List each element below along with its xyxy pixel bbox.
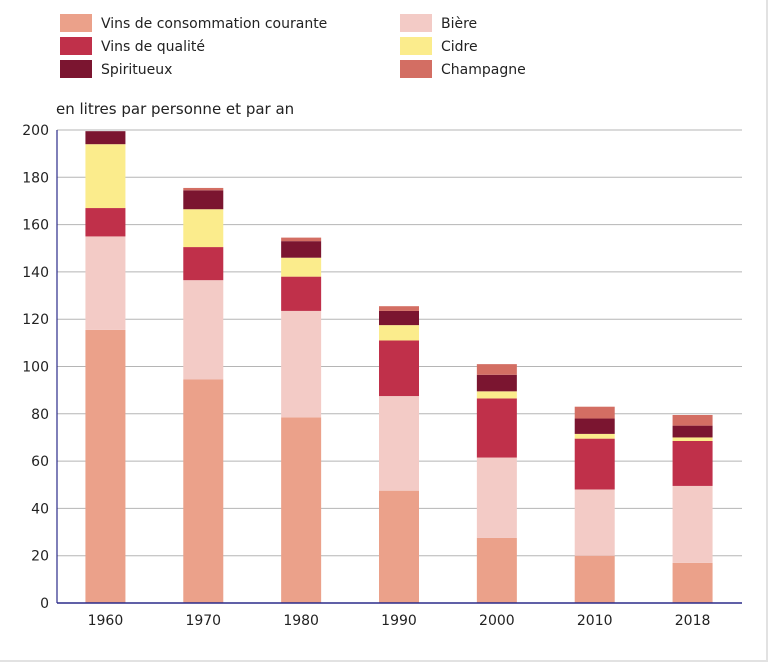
bar-1980-spiritueux — [281, 241, 322, 258]
bar-1970-vins-de-qualite — [183, 247, 224, 281]
bar-1990-vins-de-qualite — [379, 340, 419, 397]
bar-1990-vins-de-consommation-courante — [379, 490, 419, 603]
x-tick-label-2010: 2010 — [577, 613, 613, 629]
legend-swatch-spiritueux — [60, 60, 92, 78]
x-tick-label-2018: 2018 — [675, 613, 711, 629]
bar-1970-cidre — [183, 209, 224, 248]
bar-1970-biere — [183, 280, 224, 380]
bar-stack-2010 — [574, 406, 615, 603]
bar-1970-champagne — [183, 187, 224, 191]
bar-1990-spiritueux — [379, 310, 419, 326]
legend: Vins de consommation courante Vins de qua… — [60, 14, 526, 78]
bar-1960-cidre — [85, 144, 126, 209]
x-tick-label-1970: 1970 — [185, 613, 221, 629]
bar-2010-spiritueux — [574, 418, 615, 434]
legend-swatch-biere — [400, 14, 432, 32]
bar-2000-vins-de-consommation-courante — [476, 537, 517, 603]
bar-2018-cidre — [672, 437, 713, 441]
legend-item-champagne: Champagne — [400, 60, 526, 78]
bar-1980-biere — [281, 310, 322, 418]
bar-2000-biere — [476, 457, 517, 538]
y-tick-label-120: 120 — [22, 312, 49, 328]
y-tick-label-20: 20 — [31, 549, 49, 565]
bar-1970-vins-de-consommation-courante — [183, 379, 224, 603]
bar-2000-spiritueux — [476, 374, 517, 392]
legend-swatch-cidre — [400, 37, 432, 55]
bar-2010-biere — [574, 489, 615, 556]
x-tick-label-2000: 2000 — [479, 613, 515, 629]
y-tick-label-40: 40 — [31, 501, 49, 517]
bar-2000-champagne — [476, 364, 517, 375]
bar-1990-champagne — [379, 306, 419, 311]
bar-2018-spiritueux — [672, 425, 713, 438]
legend-swatch-vins-de-consommation-courante — [60, 14, 92, 32]
legend-label-spiritueux: Spiritueux — [101, 62, 172, 78]
bar-1960-spiritueux — [85, 131, 126, 145]
bar-2018-champagne — [672, 414, 713, 426]
legend-swatch-champagne — [400, 60, 432, 78]
y-tick-label-200: 200 — [22, 123, 49, 139]
y-tick-label-0: 0 — [40, 596, 49, 612]
bar-2010-champagne — [574, 406, 615, 419]
bar-1980-champagne — [281, 237, 322, 242]
bar-stack-1980 — [281, 237, 322, 603]
x-tick-label-1960: 1960 — [88, 613, 124, 629]
legend-label-vins-de-qualite: Vins de qualité — [101, 39, 205, 55]
bar-2018-vins-de-qualite — [672, 440, 713, 486]
bar-1960-biere — [85, 236, 126, 330]
x-tick-label-1980: 1980 — [283, 613, 319, 629]
bar-1980-vins-de-qualite — [281, 276, 322, 311]
bar-stack-1970 — [183, 187, 224, 603]
legend-item-spiritueux: Spiritueux — [60, 60, 172, 78]
bar-2000-cidre — [476, 391, 517, 399]
bar-2018-biere — [672, 485, 713, 563]
y-tick-label-180: 180 — [22, 170, 49, 186]
bar-1990-biere — [379, 396, 419, 491]
bar-stack-2000 — [476, 364, 517, 603]
y-tick-label-100: 100 — [22, 360, 49, 376]
bar-1960-vins-de-consommation-courante — [85, 329, 126, 603]
legend-label-cidre: Cidre — [441, 39, 478, 55]
y-tick-label-60: 60 — [31, 454, 49, 470]
legend-swatch-vins-de-qualite — [60, 37, 92, 55]
legend-label-vins-de-consommation-courante: Vins de consommation courante — [101, 16, 327, 32]
bar-1960-vins-de-qualite — [85, 208, 126, 237]
bar-1980-cidre — [281, 257, 322, 277]
bar-2010-vins-de-consommation-courante — [574, 555, 615, 603]
bar-2018-vins-de-consommation-courante — [672, 562, 713, 603]
axes: 0 20 40 60 80 100 120 140 160 180 200 1960 1970 1980 1… — [22, 123, 742, 629]
legend-item-biere: Bière — [400, 14, 477, 32]
bar-2000-vins-de-qualite — [476, 398, 517, 458]
bars — [85, 131, 713, 603]
legend-item-vins-de-consommation-courante: Vins de consommation courante — [60, 14, 327, 32]
y-tick-label-80: 80 — [31, 407, 49, 423]
bar-1980-vins-de-consommation-courante — [281, 417, 322, 603]
legend-item-cidre: Cidre — [400, 37, 478, 55]
legend-item-vins-de-qualite: Vins de qualité — [60, 37, 205, 55]
legend-label-biere: Bière — [441, 16, 477, 32]
x-tick-label-1990: 1990 — [381, 613, 417, 629]
y-tick-label-140: 140 — [22, 265, 49, 281]
bar-stack-1990 — [379, 306, 419, 603]
bar-2010-vins-de-qualite — [574, 438, 615, 490]
y-axis-label: en litres par personne et par an — [56, 100, 294, 118]
bar-stack-2018 — [672, 414, 713, 603]
bar-stack-1960 — [85, 131, 126, 603]
bar-1990-cidre — [379, 325, 419, 341]
bar-1970-spiritueux — [183, 190, 224, 210]
legend-label-champagne: Champagne — [441, 62, 526, 78]
bar-2010-cidre — [574, 433, 615, 439]
y-tick-label-160: 160 — [22, 218, 49, 234]
